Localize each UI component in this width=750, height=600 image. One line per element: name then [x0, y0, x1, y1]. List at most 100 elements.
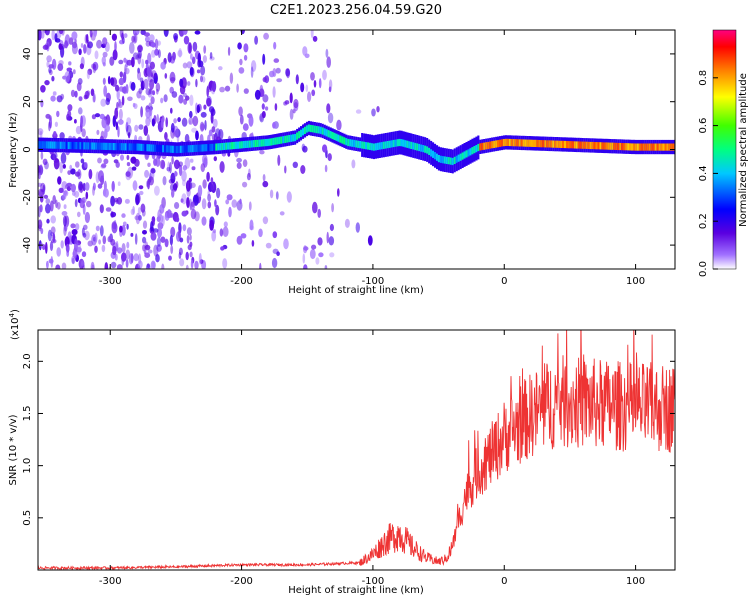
- spectrogram-noise-cell: [66, 67, 73, 72]
- spectrogram-noise-cell: [164, 132, 168, 141]
- spectrogram-noise-cell: [229, 72, 234, 84]
- spectrogram-noise-cell: [284, 165, 287, 174]
- spectrogram-ridge-core: [631, 143, 634, 151]
- spectrogram-ridge-core: [177, 145, 180, 153]
- spectrogram-ridge-core: [235, 141, 238, 149]
- spectrogram-ridge-core: [451, 157, 454, 166]
- spectrogram-noise-cell: [220, 246, 225, 251]
- spectrogram-ridge-core: [522, 139, 525, 147]
- spectrogram-noise-cell: [317, 208, 322, 218]
- spectrogram-ridge-core: [436, 153, 439, 161]
- spectrogram-noise-cell: [207, 193, 212, 202]
- spectrogram-noise-cell: [101, 244, 106, 253]
- spectrogram-noise-cell: [160, 97, 164, 104]
- spectrogram-noise-cell: [66, 182, 73, 188]
- snr-panel: -300 -200 -100 0 100 0.5 1.0 1.5 2.0 Height of …: [8, 309, 676, 596]
- spectrogram-noise-cell: [40, 99, 44, 108]
- spectrogram-noise-cell: [127, 132, 131, 139]
- spectrogram-ridge-core: [296, 132, 299, 140]
- spectrogram-ridge-core: [233, 141, 236, 150]
- spectrogram-noise-cell: [50, 226, 56, 234]
- spectrogram-noise-cell: [174, 170, 177, 177]
- spectrogram-noise-cell: [119, 71, 124, 78]
- spectrogram-noise-cell: [236, 157, 243, 163]
- spectrogram-ridge-core: [313, 125, 316, 133]
- spectrogram-ridge-core: [664, 143, 667, 151]
- spectrogram-ridge-core: [67, 141, 70, 150]
- spectrogram-noise-cell: [147, 162, 151, 167]
- spectrogram-ridge-core: [268, 138, 271, 146]
- colorbar-tick-label: 0.0: [698, 261, 709, 277]
- spectrogram-ridge-core: [65, 141, 68, 149]
- spectrogram-noise-cell: [154, 48, 160, 56]
- spectrogram-y-ticks: -40 -20 0 20 40: [22, 48, 675, 253]
- spectrogram-noise-cell: [199, 121, 205, 132]
- spectrogram-noise-cell: [147, 249, 153, 254]
- spectrogram-ridge-core: [118, 143, 121, 151]
- spectrogram-ridge-core: [548, 140, 551, 148]
- spectrogram-noise-cell: [126, 241, 130, 249]
- snr-y-tick-label: 0.5: [22, 510, 33, 526]
- spectrogram-noise-cell: [74, 171, 81, 177]
- spectrogram-noise-cell: [289, 92, 293, 104]
- spectrogram-ridge-core: [183, 145, 186, 153]
- spectrogram-noise-cell: [110, 261, 117, 269]
- spectrogram-noise-cell: [271, 257, 278, 269]
- spectrogram-noise-cell: [272, 122, 276, 129]
- spectrogram-ridge-core: [162, 145, 165, 153]
- spectrogram-ridge-core: [335, 133, 338, 141]
- spectrogram-noise-cell: [116, 101, 119, 110]
- spectrogram-noise-cell: [119, 225, 123, 233]
- spectrogram-noise-cell: [98, 239, 101, 245]
- spectrogram-ridge-core: [514, 139, 517, 147]
- spectrogram-noise-cell: [211, 126, 216, 133]
- spectrogram-noise-cell: [150, 232, 157, 241]
- spectrogram-ridge-core: [270, 138, 273, 146]
- spectrogram-noise-cell: [110, 195, 115, 207]
- snr-series: [38, 330, 675, 570]
- spectrogram-noise-cell: [52, 153, 56, 160]
- spectrogram-ridge-core: [532, 139, 535, 147]
- spectrogram-noise-cell: [261, 103, 265, 110]
- spectrogram-noise-cell: [44, 30, 50, 36]
- spectrogram-noise-cell: [168, 255, 172, 261]
- spectrogram-noise-cell: [152, 90, 156, 96]
- spectrogram-noise-cell: [238, 106, 243, 117]
- spectrogram-noise-cell: [203, 104, 207, 110]
- spectrogram-ridge-core: [508, 138, 511, 147]
- spectrogram-noise-cell: [38, 30, 42, 41]
- spectrogram-noise-cell: [195, 78, 198, 88]
- spectrogram-ridge-core: [422, 145, 425, 153]
- spectrogram-ridge-core: [305, 125, 308, 133]
- spectrogram-noise-cell: [262, 53, 266, 65]
- spectrogram-noise-cell: [285, 68, 290, 77]
- spectrogram-ridge-core: [564, 140, 567, 149]
- spectrogram-noise-cell: [60, 152, 67, 164]
- spectrogram-ridge-core: [593, 142, 596, 150]
- spectrogram-noise-cell: [312, 201, 318, 214]
- spectrogram-ridge-core: [307, 124, 310, 132]
- spectrogram-noise-cell: [145, 40, 151, 47]
- spectrogram-noise-cell: [210, 177, 214, 184]
- spectrogram-noise-cell: [93, 30, 98, 38]
- spectrogram-ridge-core: [654, 143, 657, 151]
- spectrogram-noise-cell: [189, 241, 193, 248]
- spectrogram-noise-cell: [91, 63, 96, 69]
- spectrogram-ridge-core: [579, 141, 582, 149]
- spectrogram-ridge-core: [369, 142, 372, 150]
- spectrogram-ridge-core: [597, 142, 600, 150]
- spectrogram-ridge-core: [575, 141, 578, 149]
- spectrogram-ridge-core: [93, 142, 96, 150]
- spectrogram-ridge-core: [378, 142, 381, 150]
- spectrogram-noise-cell: [112, 49, 118, 61]
- spectrogram-ridge-core: [47, 141, 50, 149]
- spectrogram-noise-cell: [150, 167, 156, 174]
- spectrogram-noise-cell: [145, 59, 149, 65]
- spectrogram-ridge-core: [323, 128, 326, 136]
- spectrogram-ridge-core: [43, 141, 46, 149]
- spectrogram-noise-cell: [196, 69, 201, 74]
- spectrogram-ridge-core: [284, 135, 287, 143]
- spectrogram-noise-cell: [72, 191, 76, 197]
- spectrogram-noise-cell: [213, 229, 216, 234]
- spectrogram-noise-cell: [310, 72, 315, 81]
